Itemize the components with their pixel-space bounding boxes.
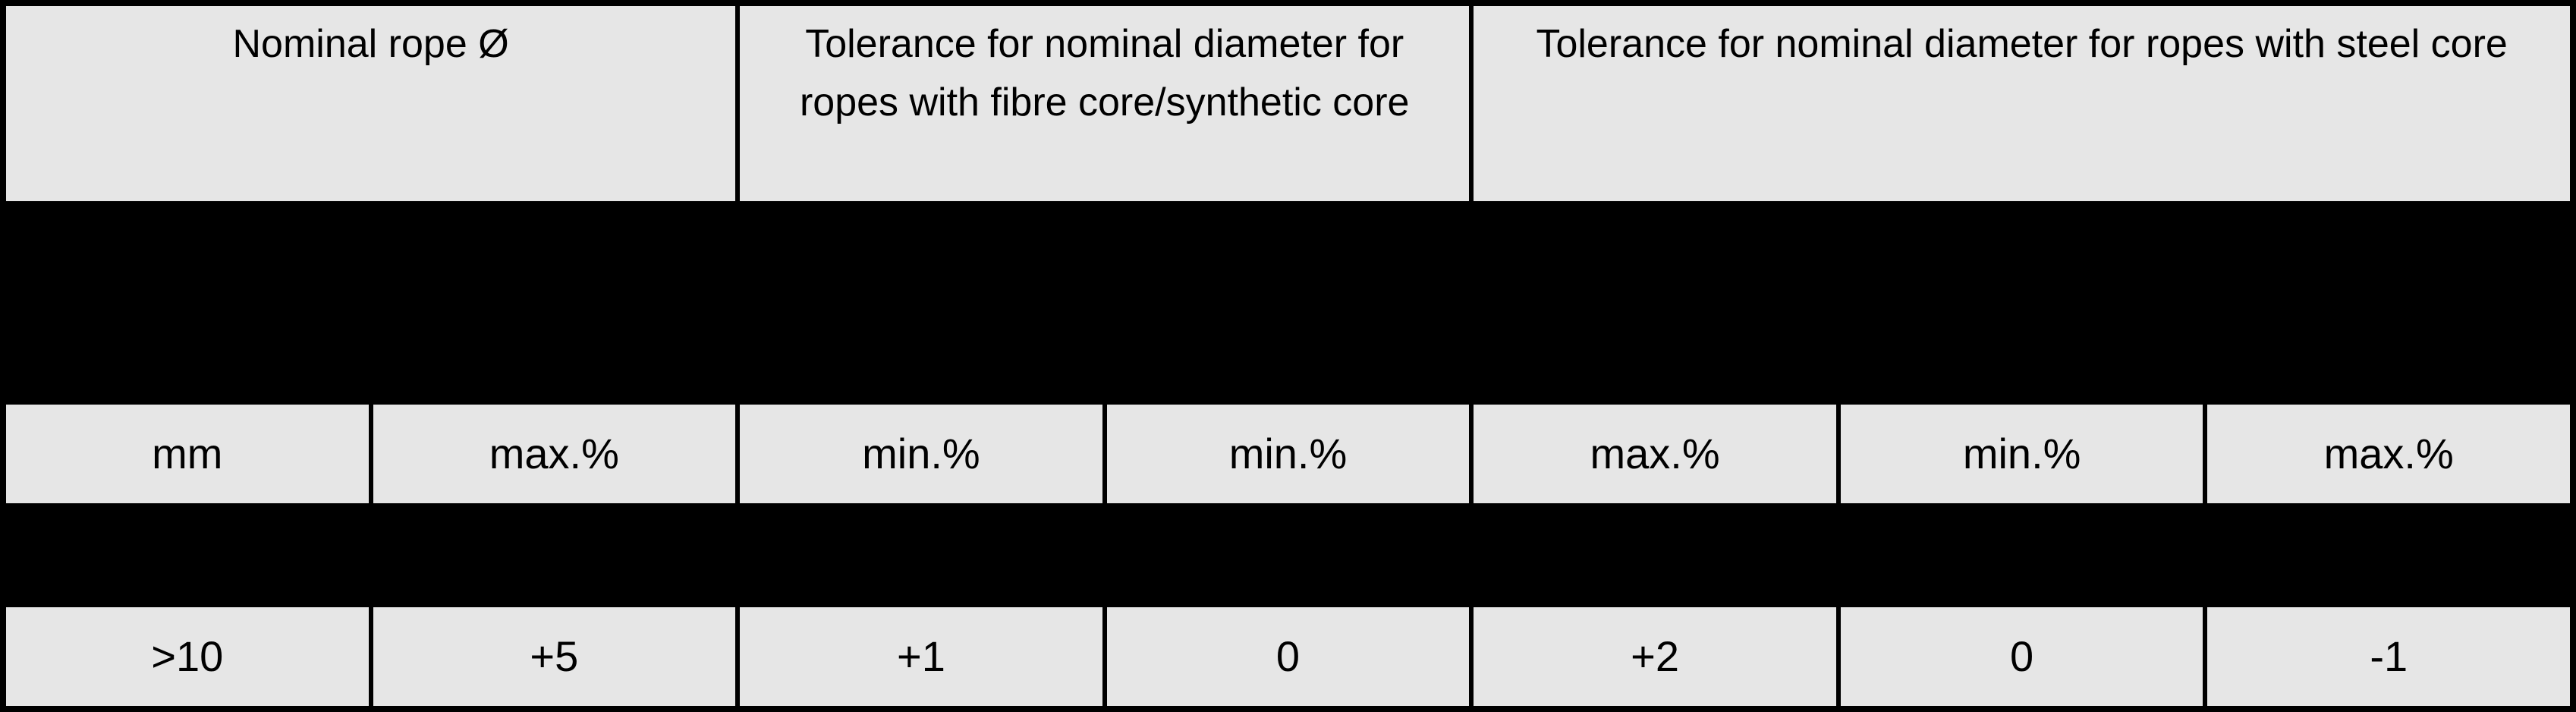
unit-label: min.% (1228, 430, 1348, 477)
unit-label: mm (152, 430, 223, 477)
unit-label: max.% (2323, 430, 2454, 477)
table-header-row: Nominal rope Ø Tolerance for nominal dia… (6, 6, 2570, 201)
unit-label: max.% (1590, 430, 1720, 477)
data-cell: -1 (2207, 607, 2570, 706)
data-value: 0 (2010, 632, 2034, 680)
unit-cell-mm: mm (6, 405, 369, 503)
redacted-row (0, 201, 2576, 405)
unit-label: max.% (489, 430, 619, 477)
header-cell-nominal-rope-diameter: Nominal rope Ø (6, 6, 736, 201)
data-cell: +1 (740, 607, 1102, 706)
header-cell-fibre-core-tolerance: Tolerance for nominal diameter for ropes… (740, 6, 1470, 201)
unit-label: min.% (862, 430, 980, 477)
data-value: -1 (2370, 632, 2408, 680)
data-cell-rope-diameter: >10 (6, 607, 369, 706)
header-label: Nominal rope Ø (232, 22, 509, 66)
unit-cell: min.% (740, 405, 1102, 503)
data-cell: 0 (1840, 607, 2203, 706)
table-data-row: >10 +5 +1 0 +2 0 -1 (6, 607, 2570, 706)
unit-cell: max.% (373, 405, 736, 503)
data-cell: 0 (1106, 607, 1470, 706)
data-cell: +2 (1474, 607, 1836, 706)
unit-cell: min.% (1840, 405, 2203, 503)
unit-cell: max.% (1474, 405, 1836, 503)
data-value: +1 (896, 632, 945, 680)
header-label: Tolerance for nominal diameter for ropes… (799, 22, 1410, 124)
data-value: +5 (530, 632, 579, 680)
data-value: +2 (1631, 632, 1679, 680)
header-cell-steel-core-tolerance: Tolerance for nominal diameter for ropes… (1474, 6, 2570, 201)
table-unit-row: mm max.% min.% min.% max.% min.% max.% (6, 405, 2570, 503)
data-value: >10 (151, 632, 224, 680)
redacted-row (0, 503, 2576, 607)
unit-cell: max.% (2207, 405, 2570, 503)
unit-label: min.% (1962, 430, 2081, 477)
header-label: Tolerance for nominal diameter for ropes… (1536, 22, 2508, 66)
data-value: 0 (1275, 632, 1301, 680)
unit-cell: min.% (1106, 405, 1470, 503)
data-cell: +5 (373, 607, 736, 706)
